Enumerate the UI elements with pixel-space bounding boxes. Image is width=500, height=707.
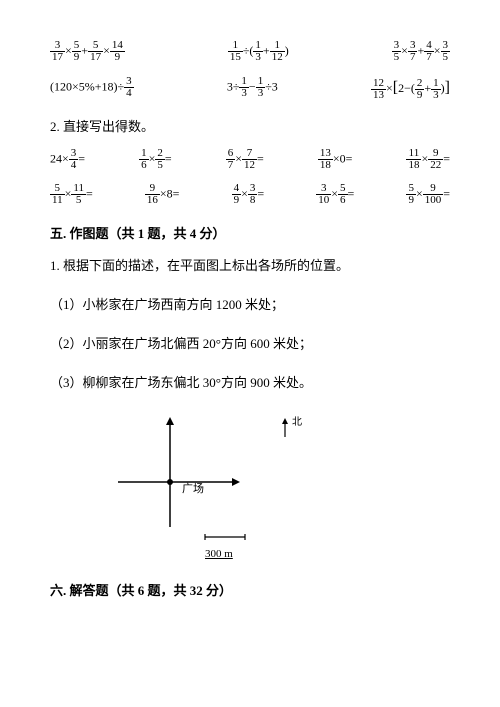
expr-1-3: 35×37+47×35 [392, 40, 450, 63]
mental-row-2: 511×115= 916×8= 49×38= 310×56= 59×9100= [50, 183, 450, 206]
scale-label: 300 m [205, 546, 450, 564]
north-label: 北 [292, 416, 302, 428]
expr-1-1: 317×59+517×149 [50, 40, 125, 63]
expr-2-2: 3÷13−13÷3 [227, 76, 278, 99]
q2-heading: 2. 直接写出得数。 [50, 117, 450, 138]
item-3: （3）柳柳家在广场东偏北 30°方向 900 米处。 [50, 373, 450, 394]
q1-section5: 1. 根据下面的描述，在平面图上标出各场所的位置。 [50, 256, 450, 277]
expr-2-3: 1213×[2−(29+13)] [371, 75, 450, 101]
item-2: （2）小丽家在广场北偏西 20°方向 600 米处； [50, 334, 450, 355]
expr-1-2: 115÷(13+112) [228, 40, 289, 63]
item-1: （1）小彬家在广场西南方向 1200 米处； [50, 295, 450, 316]
center-label: 广场 [182, 481, 204, 495]
section-6-title: 六. 解答题（共 6 题，共 32 分） [50, 581, 450, 602]
section-5-title: 五. 作图题（共 1 题，共 4 分） [50, 224, 450, 245]
expr-2-1: (120×5%+18)÷34 [50, 76, 134, 99]
calc-row-2: (120×5%+18)÷34 3÷13−13÷3 1213×[2−(29+13)… [50, 75, 450, 101]
calc-row-1: 317×59+517×149 115÷(13+112) 35×37+47×35 [50, 40, 450, 63]
coordinate-diagram: 广场 北 300 m [110, 412, 450, 564]
mental-row-1: 24×34= 16×25= 67×712= 1318×0= 1118×922= [50, 148, 450, 171]
